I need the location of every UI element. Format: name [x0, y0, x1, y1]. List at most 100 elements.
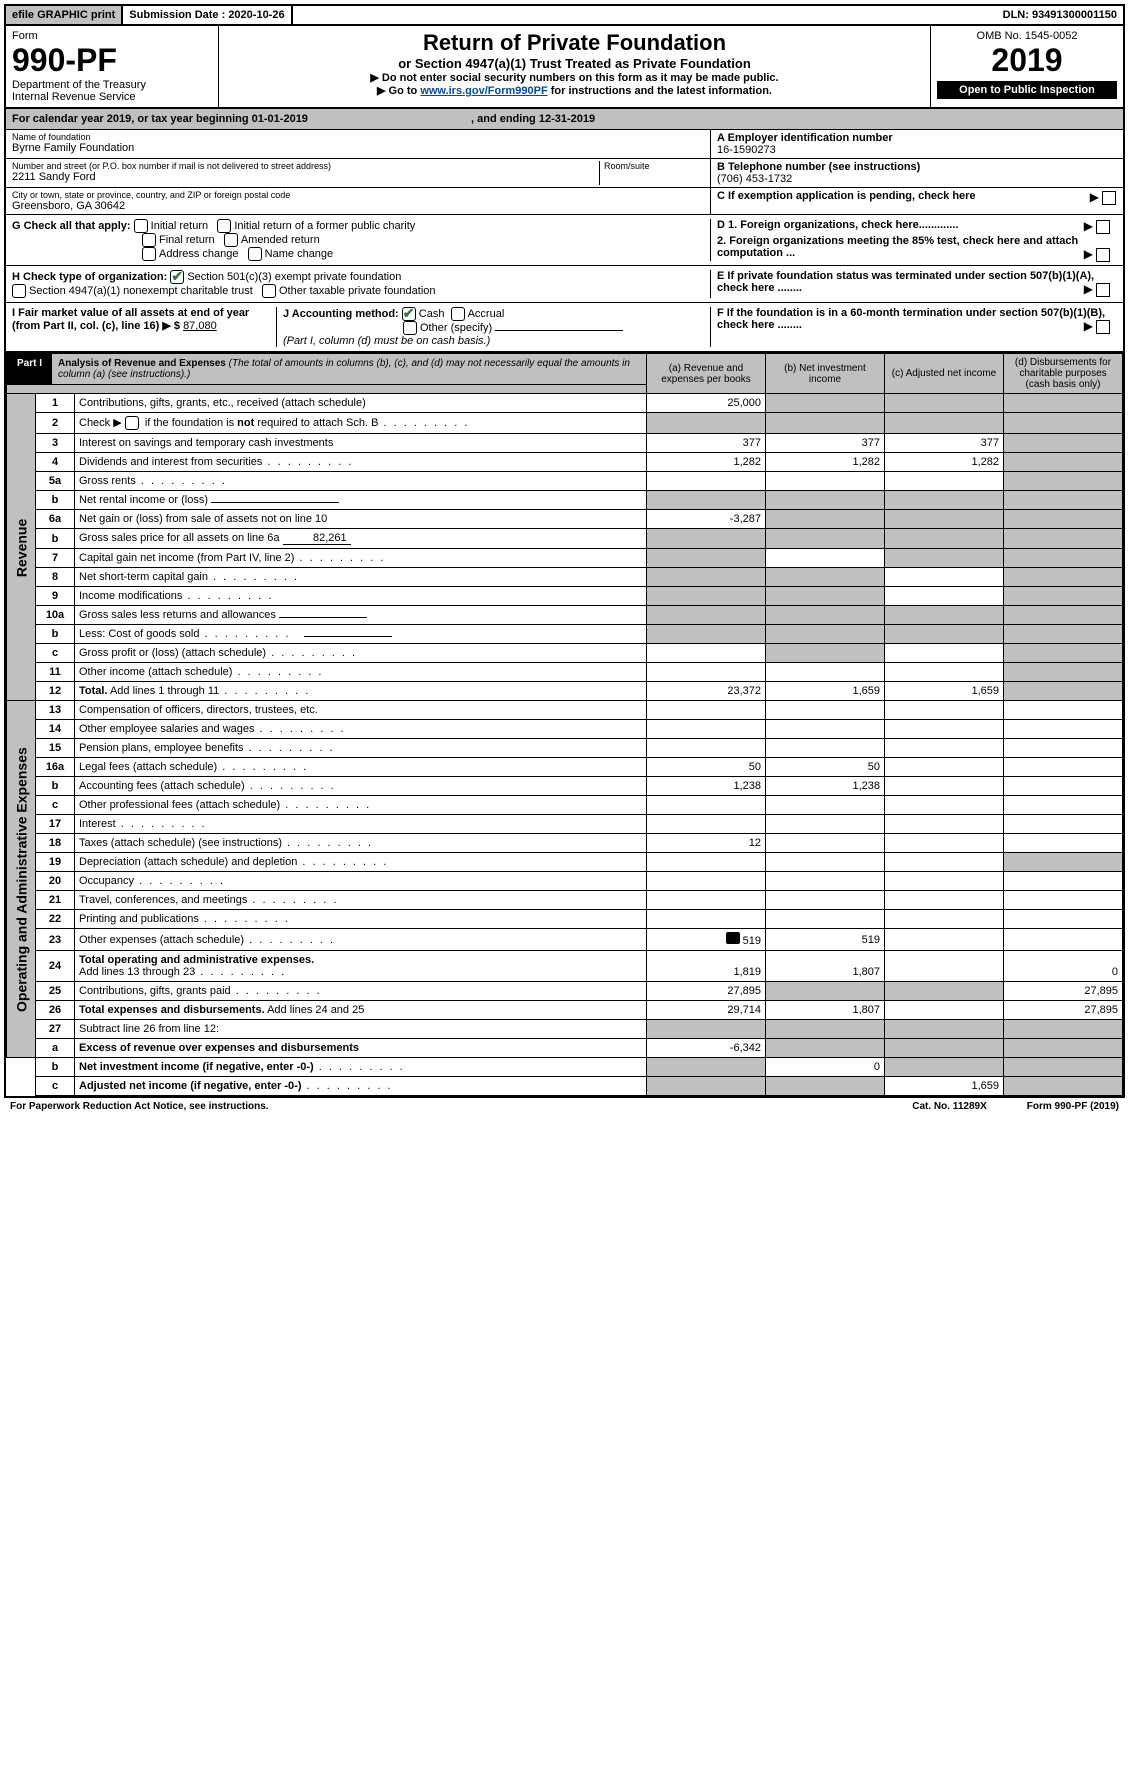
- row-3-desc: Interest on savings and temporary cash i…: [75, 434, 647, 453]
- form-ref: Form 990-PF (2019): [1027, 1101, 1119, 1112]
- year-begin: 01-01-2019: [252, 113, 308, 125]
- row-27c-desc: Adjusted net income (if negative, enter …: [79, 1080, 301, 1092]
- row-16b-desc: Accounting fees (attach schedule): [79, 780, 245, 792]
- attachment-icon[interactable]: [726, 932, 740, 944]
- d1-checkbox[interactable]: [1096, 220, 1110, 234]
- h-label: H Check type of organization:: [12, 271, 167, 283]
- row-27-desc: Subtract line 26 from line 12:: [75, 1020, 647, 1039]
- addr-value: 2211 Sandy Ford: [12, 171, 599, 183]
- row-4-desc: Dividends and interest from securities: [79, 456, 262, 468]
- row-14-desc: Other employee salaries and wages: [79, 723, 254, 735]
- dept-treasury: Department of the Treasury: [12, 79, 212, 91]
- form-container: efile GRAPHIC print Submission Date : 20…: [4, 4, 1125, 1098]
- row-7-desc: Capital gain net income (from Part IV, l…: [79, 552, 294, 564]
- g-amended-chk[interactable]: [224, 233, 238, 247]
- row-20-desc: Occupancy: [79, 875, 134, 887]
- row-16a-desc: Legal fees (attach schedule): [79, 761, 217, 773]
- instr-goto: ▶ Go to www.irs.gov/Form990PF for instru…: [225, 84, 924, 97]
- row-6b-val: 82,261: [283, 532, 351, 545]
- tel-label: B Telephone number (see instructions): [717, 161, 1117, 173]
- row-1-desc: Contributions, gifts, grants, etc., rece…: [75, 394, 647, 413]
- instr-no-ssn: ▶ Do not enter social security numbers o…: [225, 71, 924, 84]
- tax-year: 2019: [937, 42, 1117, 79]
- form-subtitle: or Section 4947(a)(1) Trust Treated as P…: [225, 56, 924, 71]
- omb-no: OMB No. 1545-0052: [937, 30, 1117, 42]
- row-10b-desc: Less: Cost of goods sold: [79, 628, 199, 640]
- h-4947-chk[interactable]: [12, 284, 26, 298]
- c-checkbox[interactable]: [1102, 191, 1116, 205]
- header: Form 990-PF Department of the Treasury I…: [6, 26, 1123, 109]
- row-1-a: 25,000: [647, 394, 766, 413]
- g-initial-former-chk[interactable]: [217, 219, 231, 233]
- g-final-return-chk[interactable]: [142, 233, 156, 247]
- g-initial-return-chk[interactable]: [134, 219, 148, 233]
- j-cash-chk[interactable]: [402, 307, 416, 321]
- j-label: J Accounting method:: [283, 308, 399, 320]
- row-27b-desc: Net investment income (if negative, ente…: [79, 1061, 314, 1073]
- row-8-desc: Net short-term capital gain: [79, 571, 208, 583]
- part1-tab: Part I: [7, 354, 52, 385]
- row-6b-desc: Gross sales price for all assets on line…: [79, 532, 280, 544]
- name-label: Name of foundation: [12, 132, 704, 142]
- addr-label: Number and street (or P.O. box number if…: [12, 161, 599, 171]
- foundation-name: Byrne Family Foundation: [12, 142, 704, 154]
- i-value: 87,080: [183, 320, 217, 332]
- footer: For Paperwork Reduction Act Notice, see …: [4, 1098, 1125, 1115]
- h-501c3-chk[interactable]: [170, 270, 184, 284]
- year-end: 12-31-2019: [539, 113, 595, 125]
- part1-title: Analysis of Revenue and Expenses: [58, 358, 226, 369]
- form-number: 990-PF: [12, 42, 212, 79]
- col-d-hdr: (d) Disbursements for charitable purpose…: [1004, 354, 1123, 394]
- d2-checkbox[interactable]: [1096, 248, 1110, 262]
- j-accrual-chk[interactable]: [451, 307, 465, 321]
- row-27a-desc: Excess of revenue over expenses and disb…: [75, 1039, 647, 1058]
- f-label: F If the foundation is in a 60-month ter…: [717, 307, 1105, 331]
- addr-tel-row: Number and street (or P.O. box number if…: [6, 159, 1123, 188]
- d1-label: D 1. Foreign organizations, check here..…: [717, 219, 958, 231]
- h-other-taxable-chk[interactable]: [262, 284, 276, 298]
- row-5b-desc: Net rental income or (loss): [79, 494, 208, 506]
- side-revenue: Revenue: [7, 394, 36, 701]
- c-exempt-label: C If exemption application is pending, c…: [717, 190, 976, 202]
- side-expenses: Operating and Administrative Expenses: [7, 701, 36, 1058]
- city-c-row: City or town, state or province, country…: [6, 188, 1123, 215]
- form-word: Form: [12, 30, 212, 42]
- row-13-desc: Compensation of officers, directors, tru…: [75, 701, 647, 720]
- irs-link[interactable]: www.irs.gov/Form990PF: [420, 85, 547, 97]
- g-name-change-chk[interactable]: [248, 247, 262, 261]
- j-other-chk[interactable]: [403, 321, 417, 335]
- row-21-desc: Travel, conferences, and meetings: [79, 894, 247, 906]
- row-9-desc: Income modifications: [79, 590, 182, 602]
- row-17-desc: Interest: [79, 818, 116, 830]
- efile-label: efile GRAPHIC print: [6, 6, 123, 24]
- row-25-desc: Contributions, gifts, grants paid: [79, 985, 231, 997]
- room-label: Room/suite: [604, 161, 704, 171]
- tel-value: (706) 453-1732: [717, 173, 1117, 185]
- col-c-hdr: (c) Adjusted net income: [885, 354, 1004, 394]
- f-checkbox[interactable]: [1096, 320, 1110, 334]
- row-22-desc: Printing and publications: [79, 913, 199, 925]
- e-checkbox[interactable]: [1096, 283, 1110, 297]
- ein-label: A Employer identification number: [717, 132, 1117, 144]
- row-10c-desc: Gross profit or (loss) (attach schedule): [79, 647, 266, 659]
- row-11-desc: Other income (attach schedule): [79, 666, 232, 678]
- g-address-change-chk[interactable]: [142, 247, 156, 261]
- row-23-desc: Other expenses (attach schedule): [79, 934, 244, 946]
- row-6a-desc: Net gain or (loss) from sale of assets n…: [75, 510, 647, 529]
- form-title: Return of Private Foundation: [225, 30, 924, 56]
- open-public: Open to Public Inspection: [937, 81, 1117, 99]
- row-16c-desc: Other professional fees (attach schedule…: [79, 799, 280, 811]
- h-e-row: H Check type of organization: Section 50…: [6, 266, 1123, 303]
- irs: Internal Revenue Service: [12, 91, 212, 103]
- col-b-hdr: (b) Net investment income: [766, 354, 885, 394]
- i-j-f-row: I Fair market value of all assets at end…: [6, 303, 1123, 353]
- row-15-desc: Pension plans, employee benefits: [79, 742, 244, 754]
- dln: DLN: 93491300001150: [997, 6, 1123, 24]
- city-label: City or town, state or province, country…: [12, 190, 704, 200]
- row-5a-desc: Gross rents: [79, 475, 136, 487]
- row-2-chk[interactable]: [125, 416, 139, 430]
- name-ein-row: Name of foundation Byrne Family Foundati…: [6, 130, 1123, 159]
- cat-no: Cat. No. 11289X: [912, 1101, 986, 1112]
- col-a-hdr: (a) Revenue and expenses per books: [647, 354, 766, 394]
- paperwork-notice: For Paperwork Reduction Act Notice, see …: [10, 1101, 269, 1112]
